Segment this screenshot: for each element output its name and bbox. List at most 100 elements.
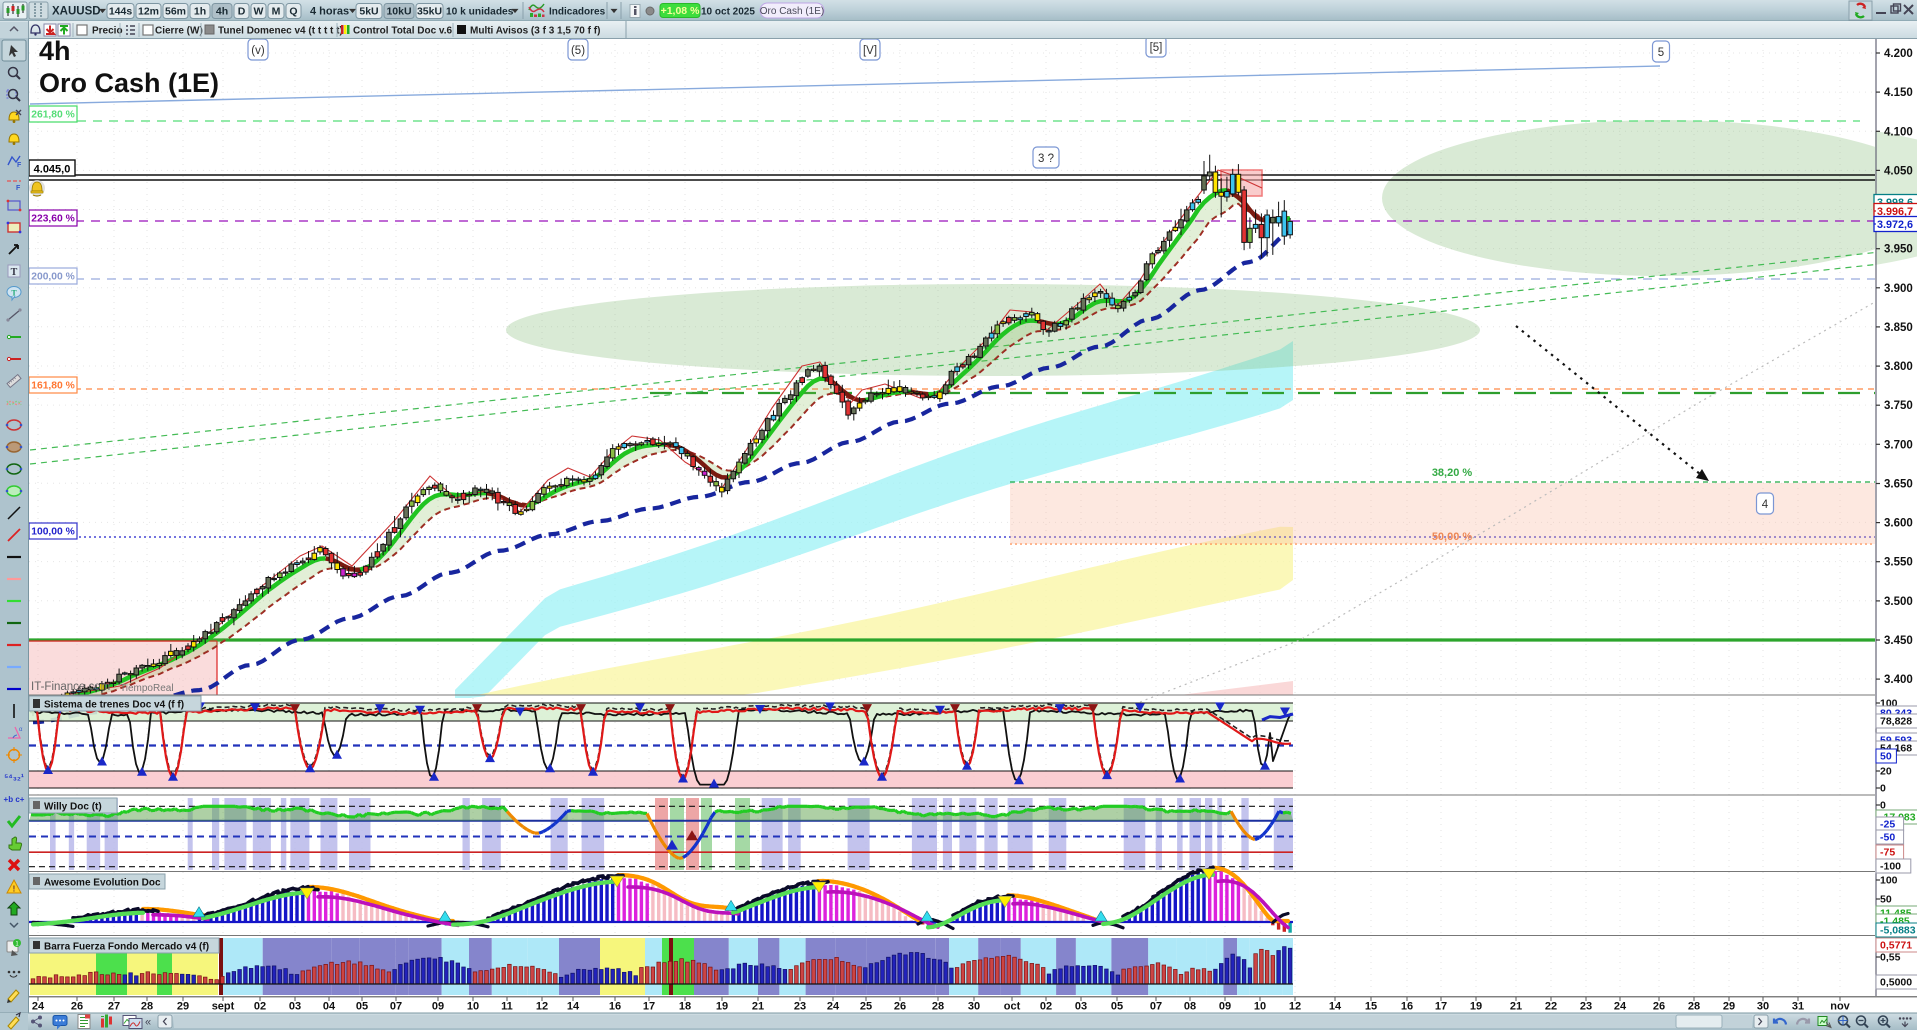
svg-text:29: 29 [177, 1001, 189, 1013]
svg-text:09: 09 [432, 1001, 444, 1013]
svg-text:5kU: 5kU [359, 6, 378, 18]
svg-text:50: 50 [1880, 894, 1892, 906]
svg-text:(v): (v) [251, 45, 265, 57]
svg-text:4 horas: 4 horas [310, 6, 349, 18]
svg-text:3.650: 3.650 [1884, 479, 1913, 491]
svg-text:1h: 1h [194, 6, 206, 18]
svg-text:09: 09 [1219, 1001, 1231, 1013]
svg-text:223,60 %: 223,60 % [31, 214, 75, 225]
svg-text:F: F [16, 185, 21, 192]
svg-text:⁵⁴₃₂¹: ⁵⁴₃₂¹ [4, 772, 24, 782]
svg-text:26: 26 [1653, 1001, 1665, 1013]
svg-text:3.500: 3.500 [1884, 596, 1913, 608]
svg-text:30: 30 [1757, 1001, 1769, 1013]
svg-text:T: T [11, 267, 18, 278]
svg-text:12: 12 [536, 1001, 548, 1013]
svg-text:12: 12 [1289, 1001, 1301, 1013]
svg-text:-50: -50 [1880, 832, 1895, 844]
svg-text:T: T [11, 289, 17, 298]
svg-text:M: M [272, 6, 281, 18]
svg-text:22: 22 [1545, 1001, 1557, 1013]
svg-text:50: 50 [1880, 751, 1892, 763]
svg-text:4h: 4h [39, 36, 71, 66]
svg-text:4.200: 4.200 [1884, 48, 1913, 60]
svg-text:0,5000: 0,5000 [1880, 977, 1912, 989]
svg-text:02: 02 [1040, 1001, 1052, 1013]
svg-text:0,55: 0,55 [1880, 952, 1901, 964]
svg-text:nov: nov [1830, 1001, 1850, 1013]
svg-text:17: 17 [643, 1001, 655, 1013]
svg-text:261,80 %: 261,80 % [31, 110, 75, 121]
svg-text:31: 31 [1792, 1001, 1804, 1013]
svg-text:+b c+: +b c+ [4, 795, 25, 804]
svg-text:15: 15 [1365, 1001, 1377, 1013]
svg-text:56m: 56m [165, 6, 186, 18]
svg-text:78,828: 78,828 [1880, 716, 1912, 728]
svg-text:08: 08 [1184, 1001, 1196, 1013]
svg-text:35kU: 35kU [417, 6, 442, 18]
svg-text:4.150: 4.150 [1884, 87, 1913, 99]
svg-text:TiempoReal: TiempoReal [120, 683, 174, 694]
svg-text:23: 23 [1580, 1001, 1592, 1013]
svg-text:11: 11 [501, 1001, 513, 1013]
svg-text:3.950: 3.950 [1884, 244, 1913, 256]
svg-text:27: 27 [108, 1001, 120, 1013]
svg-text:24: 24 [32, 1001, 45, 1013]
svg-text:24: 24 [827, 1001, 840, 1013]
svg-text:28: 28 [932, 1001, 944, 1013]
svg-text:3.800: 3.800 [1884, 361, 1913, 373]
svg-text:Awesome Evolution Doc: Awesome Evolution Doc [44, 878, 161, 889]
svg-text:0,5771: 0,5771 [1880, 940, 1912, 952]
svg-text:Willy Doc (t): Willy Doc (t) [44, 802, 102, 813]
svg-text:50,00 %: 50,00 % [1432, 531, 1473, 543]
svg-text:!: ! [13, 885, 16, 894]
svg-text:«: « [145, 1017, 151, 1029]
svg-text:Cierre (W): Cierre (W) [155, 26, 203, 37]
svg-text:oct: oct [1004, 1001, 1021, 1013]
svg-text:-75: -75 [1880, 847, 1895, 859]
svg-text:200,00 %: 200,00 % [31, 272, 75, 283]
svg-text:18: 18 [679, 1001, 691, 1013]
svg-text:3.600: 3.600 [1884, 518, 1913, 530]
svg-text:10kU: 10kU [386, 6, 411, 18]
svg-text:3.550: 3.550 [1884, 557, 1913, 569]
svg-text:Barra Fuerza Fondo Mercado v4: Barra Fuerza Fondo Mercado v4 (f) [44, 942, 209, 953]
svg-text:10 k unidades: 10 k unidades [446, 7, 514, 18]
svg-text:3.996,7: 3.996,7 [1877, 206, 1913, 218]
svg-text:3.900: 3.900 [1884, 283, 1913, 295]
svg-text:05: 05 [1111, 1001, 1123, 1013]
svg-text:-25: -25 [1880, 819, 1895, 831]
svg-text:21: 21 [1510, 1001, 1522, 1013]
svg-text:161,80 %: 161,80 % [31, 381, 75, 392]
svg-text:Indicadores: Indicadores [549, 7, 606, 18]
svg-text:3 ?: 3 ? [1038, 153, 1054, 165]
svg-text:38,20 %: 38,20 % [1432, 467, 1473, 479]
svg-text:4h: 4h [216, 6, 228, 18]
svg-text:F: F [17, 162, 22, 169]
svg-text:Control Total Doc v.6: Control Total Doc v.6 [353, 26, 453, 37]
svg-text:21: 21 [752, 1001, 764, 1013]
svg-text:Precio: Precio [92, 26, 123, 37]
svg-text:04: 04 [323, 1001, 336, 1013]
svg-text:03: 03 [1075, 1001, 1087, 1013]
svg-text:D: D [238, 6, 246, 18]
svg-text:(5): (5) [571, 45, 585, 57]
svg-text:3.450: 3.450 [1884, 635, 1913, 647]
svg-text:19: 19 [1470, 1001, 1482, 1013]
svg-text:24: 24 [1614, 1001, 1627, 1013]
svg-text:Oro Cash (1E): Oro Cash (1E) [39, 68, 219, 98]
svg-text:25: 25 [860, 1001, 872, 1013]
svg-text:[5]: [5] [1150, 42, 1163, 54]
svg-text:Tunel Domenec v4 (t t t t t): Tunel Domenec v4 (t t t t t) [218, 26, 343, 37]
svg-text:1: 1 [15, 942, 19, 948]
svg-text:W: W [254, 6, 264, 18]
svg-text:10 oct 2025: 10 oct 2025 [701, 7, 755, 18]
svg-text:XAUUSD: XAUUSD [52, 6, 101, 18]
svg-text:4.100: 4.100 [1884, 126, 1913, 138]
svg-text:[V]: [V] [863, 45, 877, 57]
svg-text:α: α [19, 727, 23, 733]
svg-text:3.750: 3.750 [1884, 400, 1913, 412]
svg-text:26: 26 [894, 1001, 906, 1013]
svg-text:05: 05 [356, 1001, 368, 1013]
svg-text:-100: -100 [1880, 861, 1901, 873]
